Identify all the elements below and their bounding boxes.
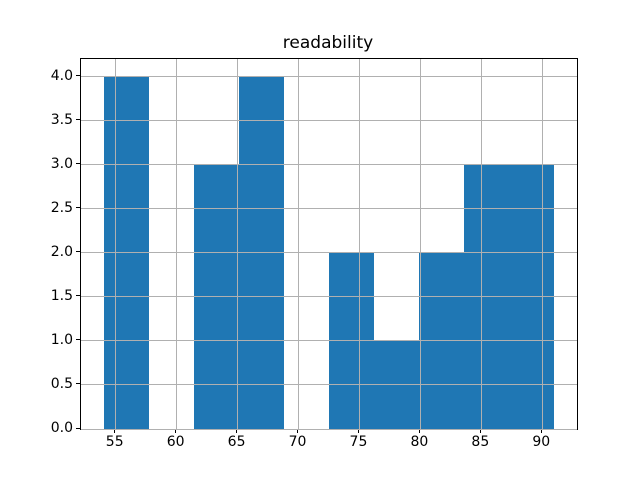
y-tick-mark xyxy=(76,251,80,253)
y-tick-mark xyxy=(76,75,80,77)
gridline-horizontal xyxy=(81,296,577,298)
y-tick-label: 0.0 xyxy=(50,420,73,436)
x-tick-label: 80 xyxy=(410,434,429,450)
x-tick-mark xyxy=(114,429,116,433)
gridline-vertical xyxy=(176,59,178,429)
x-tick-mark xyxy=(479,429,481,433)
gridline-horizontal xyxy=(81,428,577,430)
x-tick-mark xyxy=(297,429,299,433)
y-tick-label: 2.5 xyxy=(50,199,73,216)
x-tick-label: 85 xyxy=(471,434,490,450)
y-tick-label: 0.5 xyxy=(50,375,73,392)
y-tick-mark xyxy=(76,339,80,341)
gridline-vertical xyxy=(237,59,239,429)
y-tick-label: 1.0 xyxy=(50,331,73,348)
y-tick-mark xyxy=(76,383,80,385)
y-tick-mark xyxy=(76,427,80,429)
y-tick-label: 1.5 xyxy=(50,287,73,304)
gridline-vertical xyxy=(358,59,360,429)
gridline-vertical xyxy=(115,59,117,429)
y-tick-label: 3.0 xyxy=(50,155,73,172)
x-tick-mark xyxy=(236,429,238,433)
y-tick-mark xyxy=(76,207,80,209)
x-tick-mark xyxy=(418,429,420,433)
gridline-horizontal xyxy=(81,164,577,166)
x-tick-label: 60 xyxy=(166,434,185,450)
y-tick-label: 4.0 xyxy=(50,67,73,84)
y-tick-mark xyxy=(76,295,80,297)
gridline-horizontal xyxy=(81,384,577,386)
gridline-vertical xyxy=(480,59,482,429)
x-tick-label: 75 xyxy=(349,434,368,450)
x-tick-label: 90 xyxy=(532,434,551,450)
x-tick-label: 70 xyxy=(288,434,307,450)
gridline-horizontal xyxy=(81,252,577,254)
chart-title: readability xyxy=(282,33,374,53)
x-tick-label: 55 xyxy=(105,434,124,450)
y-tick-mark xyxy=(76,163,80,165)
x-tick-mark xyxy=(357,429,359,433)
gridline-horizontal xyxy=(81,120,577,122)
gridline-horizontal xyxy=(81,340,577,342)
gridline-vertical xyxy=(298,59,300,429)
x-tick-mark xyxy=(540,429,542,433)
y-tick-label: 3.5 xyxy=(50,111,73,128)
gridline-horizontal xyxy=(81,76,577,78)
gridline-vertical xyxy=(419,59,421,429)
y-tick-mark xyxy=(76,119,80,121)
gridline-vertical xyxy=(541,59,543,429)
gridline-horizontal xyxy=(81,208,577,210)
plot-area xyxy=(80,58,578,430)
x-tick-label: 65 xyxy=(227,434,246,450)
x-tick-mark xyxy=(175,429,177,433)
y-tick-label: 2.0 xyxy=(50,243,73,260)
